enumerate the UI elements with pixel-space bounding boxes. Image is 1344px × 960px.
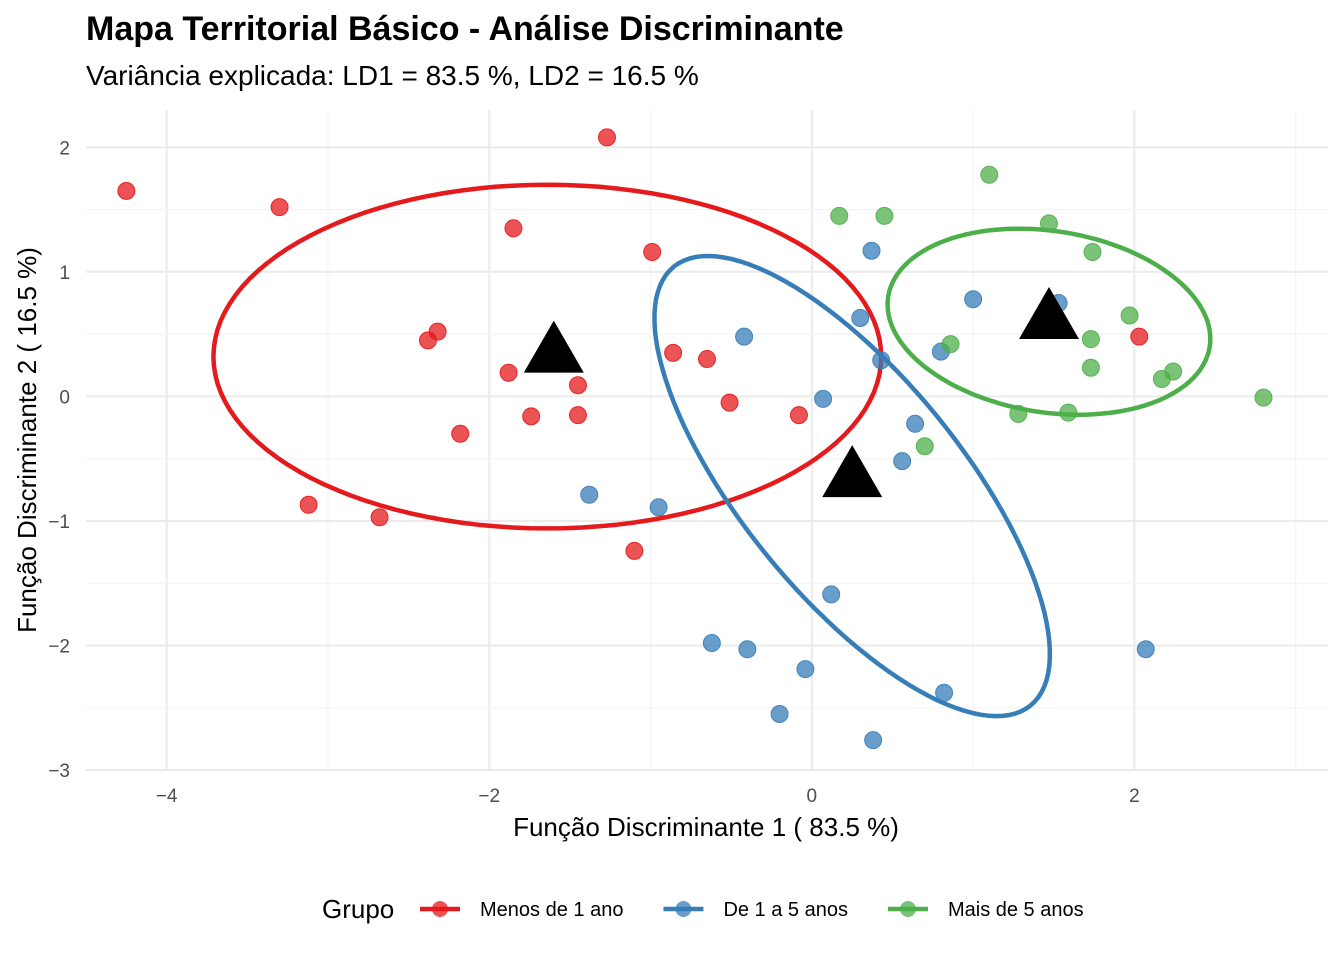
- centroid-marker: [523, 320, 584, 373]
- x-tick-label: 0: [807, 786, 818, 807]
- data-point: [875, 206, 894, 225]
- legend-swatch: [899, 901, 916, 917]
- data-point: [1130, 327, 1149, 346]
- data-point: [702, 633, 721, 652]
- x-tick-label: 2: [1129, 786, 1140, 807]
- data-point: [580, 485, 599, 504]
- data-point: [117, 181, 136, 200]
- legend-key: [420, 901, 460, 917]
- data-point: [568, 406, 587, 425]
- data-point: [451, 424, 470, 443]
- data-point: [522, 407, 541, 426]
- ellipse-de-1-a-5-anos: [652, 253, 1053, 719]
- data-point: [935, 683, 954, 702]
- legend-label: Menos de 1 ano: [480, 899, 623, 921]
- data-point: [893, 452, 912, 471]
- centroid-marker: [822, 445, 883, 498]
- data-point: [770, 704, 789, 723]
- ellipse-menos-de-1-ano: [211, 182, 884, 531]
- data-point: [862, 241, 881, 260]
- legend-key: [887, 901, 928, 917]
- legend: Grupo Menos de 1 ano De 1 a 5 anos Mais de…: [322, 894, 1084, 924]
- y-tick-label: 0: [59, 387, 70, 408]
- y-tick-label: −2: [48, 636, 70, 657]
- x-axis-label: Função Discriminante 1 ( 83.5 %): [513, 812, 899, 842]
- data-point: [720, 393, 739, 412]
- y-tick-label: −1: [48, 512, 70, 533]
- data-point: [370, 508, 389, 527]
- group-centroids: [523, 287, 1079, 498]
- legend-swatch: [675, 901, 692, 917]
- centroid-marker: [1019, 287, 1079, 339]
- x-tick-label: −4: [156, 786, 178, 807]
- data-point: [1009, 404, 1028, 423]
- data-point: [980, 165, 999, 184]
- data-point: [1120, 306, 1139, 325]
- data-point: [1152, 369, 1171, 388]
- data-point: [796, 660, 815, 679]
- data-point: [735, 327, 754, 346]
- legend-label: De 1 a 5 anos: [723, 899, 848, 921]
- y-tick-label: −3: [48, 761, 70, 782]
- data-point: [789, 406, 808, 425]
- x-tick-label: −2: [478, 786, 500, 807]
- data-point: [814, 389, 833, 408]
- data-point: [1136, 640, 1155, 659]
- confidence-ellipses: [211, 182, 1213, 719]
- legend-key: [663, 901, 704, 917]
- data-point: [830, 206, 849, 225]
- data-point: [643, 242, 662, 261]
- data-point: [270, 198, 289, 217]
- y-tick-label: 2: [59, 138, 70, 159]
- legend-title: Grupo: [322, 894, 394, 924]
- data-point: [597, 128, 616, 147]
- data-point: [504, 219, 523, 238]
- data-point: [822, 585, 841, 604]
- data-point: [299, 495, 318, 514]
- data-points: [117, 128, 1273, 750]
- data-point: [649, 498, 668, 517]
- data-point: [418, 331, 437, 350]
- data-point: [1083, 242, 1102, 261]
- tick-labels: −4 −2 0 2 −3 −2 −1 0 1 2: [48, 138, 1139, 807]
- data-point: [1081, 330, 1100, 349]
- data-point: [738, 640, 757, 659]
- data-point: [915, 437, 934, 456]
- data-point: [625, 541, 644, 560]
- data-point: [872, 351, 891, 370]
- chart-subtitle: Variância explicada: LD1 = 83.5 %, LD2 =…: [86, 60, 699, 91]
- y-tick-label: 1: [59, 263, 70, 284]
- chart-title: Mapa Territorial Básico - Análise Discri…: [86, 10, 844, 48]
- data-point: [964, 290, 983, 309]
- data-point: [664, 343, 683, 362]
- legend-label: Mais de 5 anos: [948, 899, 1084, 921]
- y-axis-label: Função Discriminante 2 ( 16.5 %): [12, 247, 42, 633]
- data-point: [1059, 403, 1078, 422]
- data-point: [941, 335, 960, 354]
- data-point: [698, 350, 716, 369]
- data-point: [568, 376, 587, 395]
- data-point: [1081, 358, 1100, 377]
- data-point: [1039, 214, 1058, 233]
- data-point: [906, 414, 925, 433]
- data-point: [851, 308, 870, 327]
- ellipse-mais-de-5-anos: [885, 226, 1213, 417]
- data-point: [1254, 388, 1273, 407]
- data-point: [864, 731, 883, 750]
- grid-lines: [86, 110, 1328, 771]
- data-point: [499, 363, 518, 382]
- legend-swatch: [432, 901, 448, 917]
